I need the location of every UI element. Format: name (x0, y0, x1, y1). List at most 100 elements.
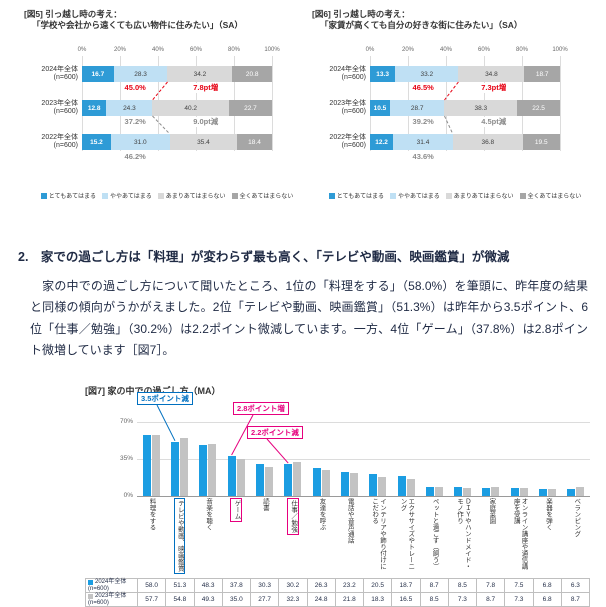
figure7-data-table: 2024年全体 (n=600) 58.0 51.3 48.3 37.8 30.3 30.2 26… (85, 578, 590, 607)
stacked-bar: 10.5 28.7 38.3 22.5 (370, 100, 560, 116)
value-cell: 21.8 (335, 593, 364, 607)
category-label-text: エクササイズやトレーニング (398, 498, 414, 570)
row-label-n: (n=600) (53, 142, 78, 150)
value-cell: 30.2 (279, 579, 308, 593)
figure6-stacked-chart: [図6] 引っ越し時の考え： 「家賃が高くても自分の好きな街に住みたい」（SA）… (312, 8, 598, 226)
bar-segment: 18.4 (237, 134, 272, 150)
bar-2024年全体 (397, 476, 406, 496)
category-label: エクササイズやトレーニング (392, 498, 420, 576)
figure5-stacked-chart: [図5] 引っ越し時の考え： 「学校や会社から遠くても広い物件に住みたい」（SA… (24, 8, 310, 226)
bar-2023年全体 (463, 488, 472, 496)
legend-label: とてもあてはまる (48, 194, 96, 200)
figure6-title-line1: [図6] 引っ越し時の考え： (312, 9, 410, 19)
bar-row-label: 2024年全体 (n=600) (24, 66, 78, 82)
category-label: インテリアや飾り付けにこだわる (364, 498, 392, 576)
category-label-text: 仕事／勉強 (286, 498, 299, 535)
row-label-n: (n=600) (341, 142, 366, 150)
bar-2023年全体 (378, 476, 387, 496)
value-cell: 8.7 (420, 579, 449, 593)
section2-heading: 2. 家での過ごし方は「料理」が変わらず最も高く、「テレビや動画、映画鑑賞」が微… (18, 250, 510, 264)
legend-label: ややあてはまる (109, 194, 152, 200)
bar-row-label: 2022年全体 (n=600) (24, 134, 78, 150)
stacked-bar: 15.2 31.0 35.4 18.4 (82, 134, 272, 150)
category-label: 友達を呼ぶ (307, 498, 335, 576)
value-cell: 20.5 (364, 579, 393, 593)
stacked-bar: 12.8 24.3 40.2 22.7 (82, 100, 272, 116)
category-label-text: ゲーム (230, 498, 242, 522)
bar-segment: 31.4 (393, 134, 453, 150)
bar-2024年全体 (510, 488, 519, 496)
bar-2024年全体 (142, 434, 151, 496)
bar-row-label: 2023年全体 (n=600) (24, 100, 78, 116)
value-cell: 6.3 (561, 579, 590, 593)
row-label-n: (n=600) (53, 108, 78, 116)
bar-row-label: 2024年全体 (n=600) (312, 66, 366, 82)
bar-row-label: 2022年全体 (n=600) (312, 134, 366, 150)
value-cell: 8.7 (477, 593, 506, 607)
bar-2024年全体 (255, 464, 264, 496)
value-cell: 7.5 (505, 579, 534, 593)
value-cell: 18.3 (364, 593, 393, 607)
legend-swatch (40, 192, 47, 199)
legend-label: 全くあてはまらない (527, 194, 582, 200)
category-label: 読書 (250, 498, 278, 576)
y-axis-label: 35% (119, 455, 133, 462)
value-cell: 16.5 (392, 593, 421, 607)
legend-label: ややあてはまる (397, 194, 440, 200)
gridline (560, 56, 561, 151)
trend-connector-lines (152, 81, 171, 135)
category-label-text: 友達を呼ぶ (317, 498, 325, 531)
bar-segment: 18.7 (524, 66, 560, 82)
row-label-year: 2023年全体 (41, 100, 78, 107)
y-axis-label: 70% (119, 418, 133, 425)
series-n: (n=600) (88, 585, 109, 592)
bar-2024年全体 (340, 471, 349, 496)
axis-tick-label: 40% (439, 47, 453, 53)
legend-swatch (328, 192, 335, 199)
row-label-year: 2024年全体 (41, 66, 78, 73)
legend-item: とてもあてはまる (328, 191, 384, 200)
bar-2024年全体 (199, 444, 208, 496)
figure5-title-line1: [図5] 引っ越し時の考え： (24, 9, 122, 19)
value-cell: 27.7 (251, 593, 280, 607)
annotation-callout: 3.5ポイント減 (137, 392, 193, 406)
bar-2023年全体 (519, 488, 528, 496)
series-name: 2024年全体 (95, 579, 127, 586)
figure6-plot-area: 0% 20% 40% 60% 80% 100% 2024年全体 (n=600) 13.3 33.2… (329, 47, 568, 166)
stacked-bar: 13.3 33.2 34.8 18.7 (370, 66, 560, 82)
category-label-text: 楽器を弾く (544, 498, 552, 531)
category-label: 料理をする (137, 498, 165, 576)
value-cell: 7.8 (477, 579, 506, 593)
gridline (272, 56, 273, 151)
figure7-title: [図7] 家の中での過ごし方（MA） (85, 386, 221, 396)
value-cell: 37.8 (222, 579, 251, 593)
series-legend-cell: 2023年全体 (n=600) (86, 593, 138, 607)
figure6-legend: とてもあてはまる ややあてはまる あまりあてはまらない 全くあてはまらない (312, 191, 598, 200)
category-label-text: テレビや動画、映画鑑賞 (173, 498, 186, 574)
category-label: オンライン講座や通信講座を受講 (505, 498, 533, 576)
row-label-year: 2022年全体 (41, 134, 78, 141)
category-label: ゲーム (222, 498, 250, 576)
figure5-plot-area: 0% 20% 40% 60% 80% 100% 2024年全体 (n=600) 16.7 28.3… (41, 47, 280, 166)
bar-segment: 33.2 (395, 66, 459, 82)
category-label: ベランピング (562, 498, 590, 576)
series-legend-cell: 2024年全体 (n=600) (86, 579, 138, 593)
top2-share-label: 46.2% (123, 152, 147, 162)
value-cell: 6.8 (533, 593, 562, 607)
bar-segment: 19.5 (522, 134, 560, 150)
legend-swatch (389, 192, 396, 199)
row-label-n: (n=600) (341, 74, 366, 82)
row-label-n: (n=600) (341, 108, 366, 116)
axis-tick-label: 40% (151, 47, 165, 53)
category-label-text: 読書 (261, 498, 269, 511)
value-cell: 6.8 (533, 579, 562, 593)
category-label: ペットと過ごす（飼う） (420, 498, 448, 576)
axis-tick-label: 60% (189, 47, 203, 53)
series-legend-line: 2024年全体 (88, 579, 137, 585)
category-label-text: ベランピング (572, 498, 580, 537)
bar-segment: 10.5 (370, 100, 390, 116)
bar-segment: 40.2 (152, 100, 229, 116)
bar-2024年全体 (454, 487, 463, 496)
category-label-text: 料理をする (148, 498, 156, 531)
